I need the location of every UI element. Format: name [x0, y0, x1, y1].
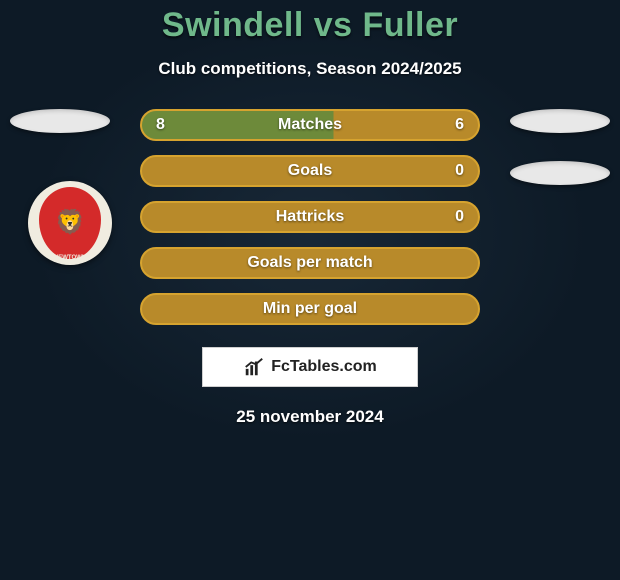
stat-bar-right-value: 6 [455, 116, 464, 134]
content-wrapper: Swindell vs Fuller Club competitions, Se… [0, 0, 620, 580]
stat-bar-label: Min per goal [263, 300, 357, 318]
stat-bar-label: Goals [288, 162, 332, 180]
chart-icon [243, 356, 265, 378]
fctables-logo[interactable]: FcTables.com [202, 347, 418, 387]
page-title: Swindell vs Fuller [162, 6, 458, 45]
player-left-placeholder [10, 109, 110, 133]
date-text: 25 november 2024 [236, 407, 383, 427]
stat-bar: Hattricks 0 [140, 201, 480, 233]
stat-bar-label: Hattricks [276, 208, 344, 226]
stat-bar: Goals 0 [140, 155, 480, 187]
crest-griffin-icon: 🦁 [55, 211, 85, 235]
player-right-placeholder-2 [510, 161, 610, 185]
player-right-placeholder-1 [510, 109, 610, 133]
fctables-logo-text: FcTables.com [271, 358, 377, 376]
stat-bars: Matches 8 6 Goals 0 Hattricks 0 Goals per match… [140, 109, 480, 325]
stat-bar: Matches 8 6 [140, 109, 480, 141]
stat-bar: Goals per match [140, 247, 480, 279]
stat-bar-label: Goals per match [247, 254, 372, 272]
stats-area: 🦁 NEWTOWN Matches86Goals0Hattricks0Goals… [0, 109, 620, 325]
stat-bar: Min per goal [140, 293, 480, 325]
crest-shield: 🦁 NEWTOWN [39, 187, 101, 259]
stat-bar-right-value: 0 [455, 208, 464, 226]
stat-bar-label: Matches [278, 116, 342, 134]
stat-bar-right-value: 0 [455, 162, 464, 180]
stat-bar-left-value: 8 [156, 116, 165, 134]
crest-name: NEWTOWN [39, 255, 101, 261]
subtitle: Club competitions, Season 2024/2025 [158, 59, 461, 79]
team-crest: 🦁 NEWTOWN [28, 181, 112, 265]
